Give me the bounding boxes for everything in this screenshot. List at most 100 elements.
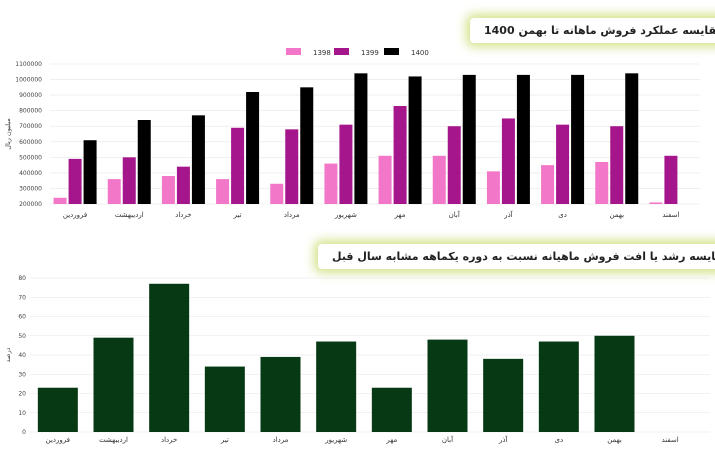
bar-1400 (354, 73, 368, 204)
bar-1400 (246, 92, 260, 204)
bar-1400 (137, 120, 151, 204)
growth-bar (149, 283, 190, 432)
growth-bar (204, 366, 245, 432)
bar-1400 (408, 76, 422, 204)
x-tick-label: آبان (449, 210, 461, 219)
x-tick-label: تیر (233, 211, 242, 219)
bar-1398 (270, 183, 284, 204)
y-tick-label: 200000 (19, 201, 42, 208)
y-tick-label: 80 (18, 275, 26, 282)
bar-1399 (501, 118, 515, 204)
bar-1400 (462, 74, 476, 204)
bar-1398 (324, 163, 338, 204)
y-tick-label: 10 (18, 410, 26, 417)
bar-1398 (649, 202, 663, 204)
x-tick-label: خرداد (161, 436, 177, 444)
bar-1399 (664, 155, 678, 204)
legend-swatch (384, 48, 399, 55)
growth-bar (538, 341, 579, 432)
bar-1400 (300, 87, 314, 204)
x-tick-label: تیر (220, 436, 229, 444)
x-tick-label: بهمن (607, 436, 622, 444)
x-tick-label: شهریور (324, 436, 347, 444)
y-tick-label: 50 (18, 333, 26, 340)
x-tick-label: دی (555, 436, 564, 444)
bar-1399 (68, 158, 82, 204)
x-tick-label: آذر (498, 435, 508, 444)
y-tick-label: 600000 (19, 139, 42, 146)
y-tick-label: 40 (18, 352, 26, 359)
x-tick-label: اسفند (662, 211, 679, 219)
bar-1399 (447, 126, 461, 204)
y-tick-label: 1000000 (15, 77, 42, 84)
bar-1398 (541, 165, 555, 204)
bar-1398 (107, 179, 121, 204)
x-tick-label: آبان (442, 435, 454, 444)
chart-2-title: مقایسه رشد یا افت فروش ماهیانه نسبت به د… (318, 244, 715, 269)
bar-1399 (393, 106, 407, 204)
monthly-sales-chart: 200000 300000 400000 500000 600000 700000 8000… (4, 48, 700, 219)
legend-label: 1399 (361, 49, 379, 57)
bar-1399 (122, 157, 136, 204)
y-tick-label: 300000 (19, 185, 42, 192)
y-tick-label: 20 (18, 391, 26, 398)
y-tick-label: 70 (18, 294, 26, 301)
bar-1400 (191, 115, 205, 204)
bar-1399 (285, 129, 299, 204)
y-tick-label: 30 (18, 371, 26, 378)
bar-1399 (176, 166, 190, 204)
x-tick-label: آذر (503, 210, 513, 219)
x-tick-label: اردیبهشت (115, 211, 144, 219)
y-tick-label: 0 (22, 429, 26, 436)
growth-bar (483, 358, 524, 432)
legend-swatch (286, 48, 301, 55)
bar-1398 (432, 155, 446, 204)
x-tick-label: خرداد (175, 211, 191, 219)
bar-1400 (625, 73, 639, 204)
legend-label: 1398 (313, 49, 331, 57)
growth-bar (260, 356, 301, 432)
bar-1399 (231, 127, 245, 204)
y-tick-label: 1100000 (15, 61, 42, 68)
bar-1400 (571, 74, 585, 204)
x-tick-label: دی (558, 211, 567, 219)
x-tick-label: اردیبهشت (99, 436, 128, 444)
bar-1398 (216, 179, 230, 204)
x-tick-label: مهر (385, 436, 397, 444)
y-tick-label: 900000 (19, 92, 42, 99)
x-tick-label: مرداد (284, 211, 300, 219)
x-tick-label: اسفند (662, 436, 679, 444)
y-tick-label: 800000 (19, 108, 42, 115)
bar-1400 (516, 74, 530, 204)
x-tick-label: شهریور (334, 211, 357, 219)
bar-1398 (486, 171, 500, 204)
y-tick-label: 400000 (19, 170, 42, 177)
bar-1398 (595, 162, 609, 204)
x-tick-label: فروردین (63, 211, 87, 219)
growth-bar (316, 341, 357, 432)
legend-label: 1400 (411, 49, 429, 57)
bar-1399 (339, 124, 353, 204)
y-tick-label: 500000 (19, 154, 42, 161)
bar-1398 (161, 176, 175, 204)
x-tick-label: بهمن (609, 211, 624, 219)
x-tick-label: مرداد (273, 436, 289, 444)
growth-bar (594, 335, 635, 432)
growth-bar (427, 339, 468, 432)
y-axis-label: میلیون ریال (4, 118, 12, 149)
y-tick-label: 60 (18, 314, 26, 321)
legend-swatch (334, 48, 349, 55)
growth-bar (37, 387, 78, 432)
bar-1399 (610, 126, 624, 204)
growth-bar (93, 337, 134, 432)
growth-bar (371, 387, 412, 432)
x-tick-label: مهر (394, 211, 406, 219)
y-axis-label: درصد (4, 347, 12, 362)
bar-1399 (556, 124, 570, 204)
chart-1-title: مقایسه عملکرد فروش ماهانه تا بهمن 1400 (470, 18, 715, 43)
x-tick-label: فروردین (46, 436, 70, 444)
bar-1398 (378, 155, 392, 204)
bar-1398 (53, 197, 67, 204)
bar-1400 (83, 140, 97, 204)
